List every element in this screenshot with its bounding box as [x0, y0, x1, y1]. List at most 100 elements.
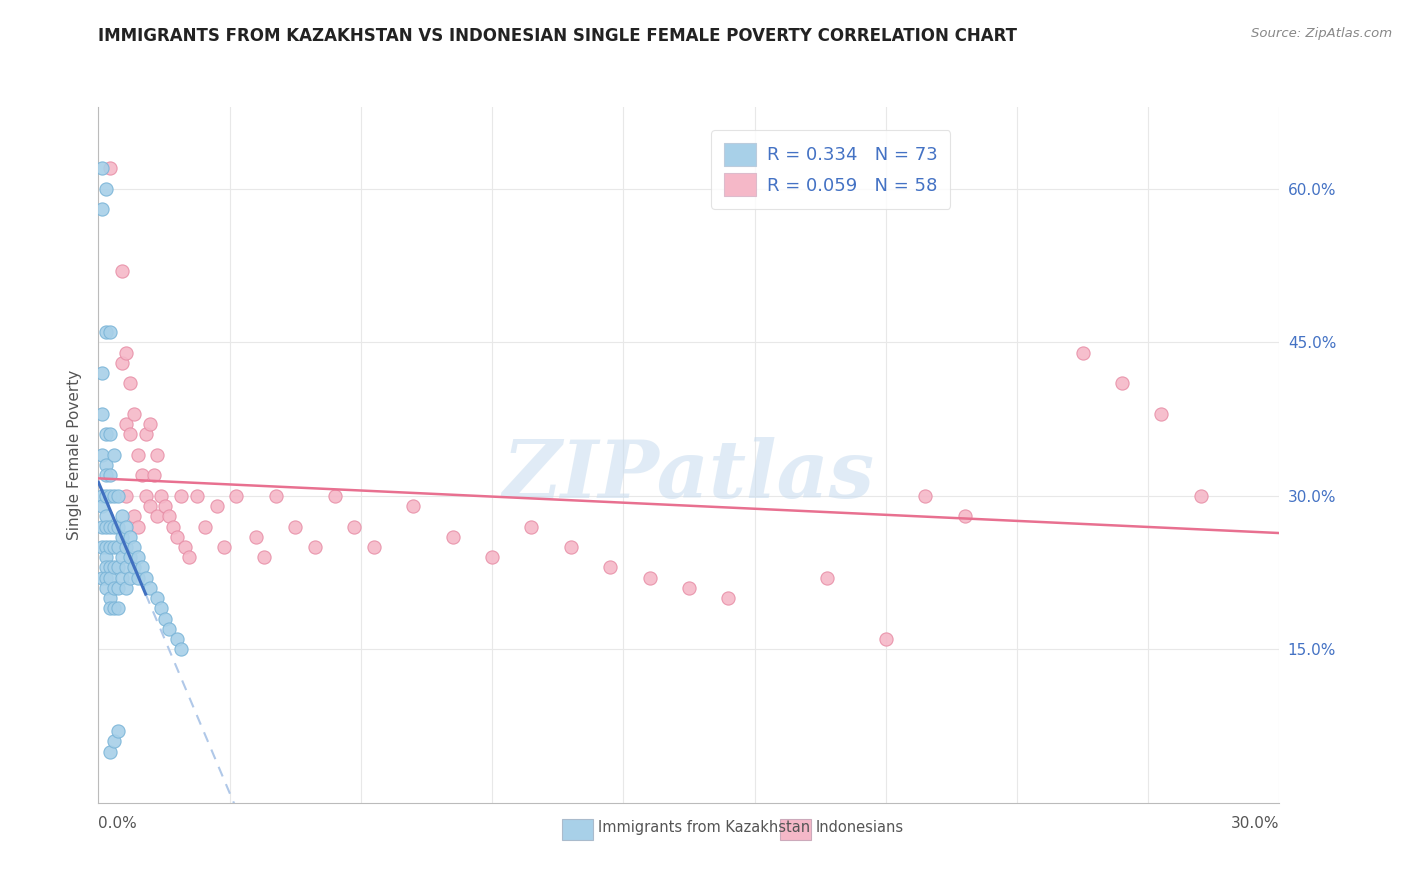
Point: [107, 560, 129, 574]
Point: [91, 448, 114, 462]
Point: [717, 591, 740, 606]
Point: [103, 448, 125, 462]
Point: [96, 468, 118, 483]
Point: [225, 489, 247, 503]
Point: [127, 519, 149, 533]
Point: [599, 560, 621, 574]
Point: [135, 571, 157, 585]
Point: [103, 489, 125, 503]
Point: [115, 489, 138, 503]
Point: [678, 581, 700, 595]
Point: [953, 509, 976, 524]
Point: [122, 407, 145, 421]
Point: [118, 376, 141, 391]
Point: [96, 427, 118, 442]
Point: [127, 448, 149, 462]
Point: [284, 519, 307, 533]
Point: [98, 745, 121, 759]
Text: Source: ZipAtlas.com: Source: ZipAtlas.com: [1251, 27, 1392, 40]
Point: [115, 417, 138, 432]
Point: [111, 509, 134, 524]
Point: [96, 325, 118, 339]
Point: [162, 519, 184, 533]
Point: [304, 540, 326, 554]
Point: [127, 550, 149, 565]
Point: [96, 550, 118, 565]
Point: [103, 601, 125, 615]
Point: [1071, 345, 1094, 359]
Point: [111, 356, 134, 370]
Point: [107, 581, 129, 595]
Point: [91, 407, 114, 421]
Point: [1150, 407, 1173, 421]
Point: [520, 519, 543, 533]
Point: [131, 468, 153, 483]
Point: [441, 530, 464, 544]
Text: Indonesians: Indonesians: [815, 821, 904, 835]
Point: [638, 571, 661, 585]
Point: [98, 161, 121, 176]
Point: [118, 550, 141, 565]
Point: [118, 530, 141, 544]
Point: [98, 519, 121, 533]
Point: [98, 571, 121, 585]
Point: [155, 499, 177, 513]
Point: [127, 571, 149, 585]
Point: [96, 581, 118, 595]
Point: [402, 499, 425, 513]
Point: [91, 571, 114, 585]
Point: [91, 499, 114, 513]
Point: [343, 519, 366, 533]
Point: [107, 540, 129, 554]
Point: [174, 540, 197, 554]
Point: [103, 581, 125, 595]
Point: [107, 601, 129, 615]
Point: [103, 734, 125, 748]
Point: [363, 540, 385, 554]
Point: [135, 489, 157, 503]
Point: [118, 427, 141, 442]
Point: [146, 448, 169, 462]
Point: [122, 509, 145, 524]
Point: [96, 571, 118, 585]
Point: [96, 182, 118, 196]
Point: [98, 468, 121, 483]
Text: IMMIGRANTS FROM KAZAKHSTAN VS INDONESIAN SINGLE FEMALE POVERTY CORRELATION CHART: IMMIGRANTS FROM KAZAKHSTAN VS INDONESIAN…: [98, 27, 1018, 45]
Point: [170, 642, 193, 657]
Point: [98, 325, 121, 339]
Point: [245, 530, 267, 544]
Point: [157, 509, 180, 524]
Point: [118, 571, 141, 585]
Point: [91, 161, 114, 176]
Point: [122, 560, 145, 574]
Point: [115, 560, 138, 574]
Point: [253, 550, 276, 565]
Point: [111, 530, 134, 544]
Point: [91, 489, 114, 503]
Point: [170, 489, 193, 503]
Point: [91, 540, 114, 554]
Point: [115, 540, 138, 554]
Point: [103, 519, 125, 533]
Point: [111, 550, 134, 565]
Point: [815, 571, 838, 585]
Point: [155, 612, 177, 626]
Text: ZIPatlas: ZIPatlas: [503, 437, 875, 515]
Point: [96, 509, 118, 524]
Point: [157, 622, 180, 636]
Point: [205, 499, 228, 513]
Point: [1189, 489, 1212, 503]
Point: [166, 632, 188, 646]
Point: [138, 581, 160, 595]
Point: [115, 581, 138, 595]
Point: [111, 264, 134, 278]
Point: [96, 560, 118, 574]
Point: [146, 509, 169, 524]
Point: [96, 540, 118, 554]
Point: [91, 366, 114, 380]
Point: [194, 519, 217, 533]
Text: 30.0%: 30.0%: [1232, 816, 1279, 831]
Point: [481, 550, 503, 565]
Point: [103, 540, 125, 554]
Point: [131, 560, 153, 574]
